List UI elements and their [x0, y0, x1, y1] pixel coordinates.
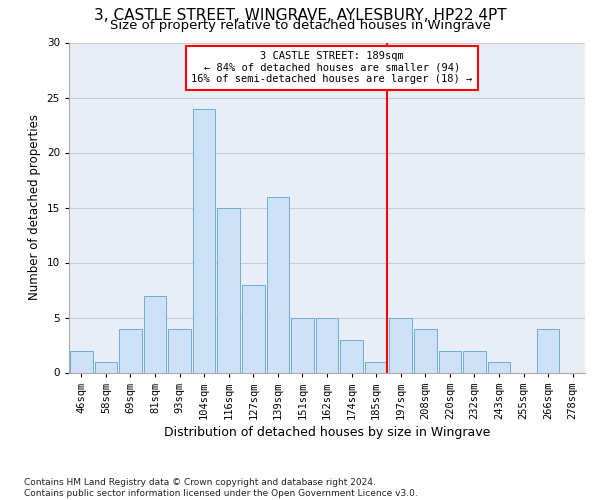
Text: Contains HM Land Registry data © Crown copyright and database right 2024.
Contai: Contains HM Land Registry data © Crown c…	[24, 478, 418, 498]
Bar	[168, 328, 191, 372]
Bar	[365, 362, 388, 372]
Bar	[414, 328, 437, 372]
Bar	[340, 340, 363, 372]
Bar	[463, 350, 486, 372]
Text: 3 CASTLE STREET: 189sqm
← 84% of detached houses are smaller (94)
16% of semi-de: 3 CASTLE STREET: 189sqm ← 84% of detache…	[191, 52, 473, 84]
Y-axis label: Number of detached properties: Number of detached properties	[28, 114, 41, 300]
Bar	[389, 318, 412, 372]
Bar	[119, 328, 142, 372]
Bar	[70, 350, 92, 372]
Bar	[316, 318, 338, 372]
Bar	[143, 296, 166, 372]
Bar	[537, 328, 559, 372]
Text: 3, CASTLE STREET, WINGRAVE, AYLESBURY, HP22 4PT: 3, CASTLE STREET, WINGRAVE, AYLESBURY, H…	[94, 8, 506, 22]
Bar	[95, 362, 117, 372]
Text: Size of property relative to detached houses in Wingrave: Size of property relative to detached ho…	[110, 20, 490, 32]
Bar	[266, 196, 289, 372]
Bar	[488, 362, 511, 372]
Bar	[242, 284, 265, 372]
Bar	[193, 108, 215, 372]
X-axis label: Distribution of detached houses by size in Wingrave: Distribution of detached houses by size …	[164, 426, 490, 439]
Bar	[439, 350, 461, 372]
Bar	[217, 208, 240, 372]
Bar	[291, 318, 314, 372]
